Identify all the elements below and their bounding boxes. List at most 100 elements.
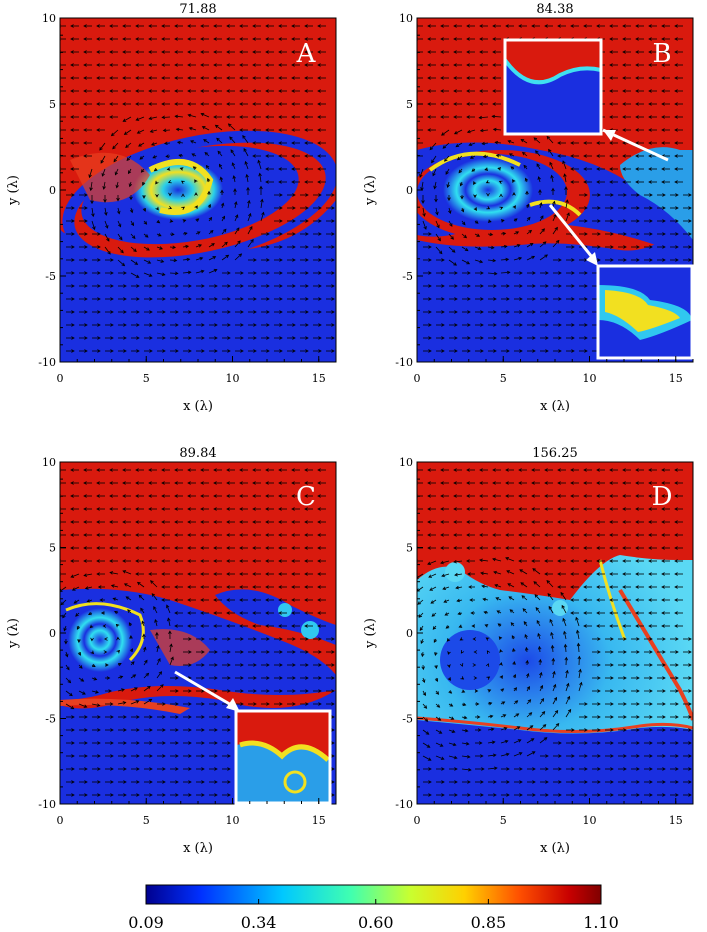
velocity-vector bbox=[562, 618, 567, 627]
velocity-vector-head bbox=[479, 494, 483, 498]
velocity-vector-head bbox=[427, 533, 431, 537]
velocity-vector-head bbox=[175, 702, 179, 706]
velocity-vector-head bbox=[514, 700, 519, 704]
velocity-vector-head bbox=[661, 115, 665, 119]
velocity-vector-head bbox=[505, 546, 509, 550]
velocity-vector-head bbox=[662, 689, 666, 693]
velocity-vector-head bbox=[261, 211, 265, 216]
velocity-vector-head bbox=[83, 50, 87, 54]
velocity-vector-head bbox=[213, 494, 217, 498]
velocity-vector-head bbox=[548, 605, 552, 610]
velocity-vector-head bbox=[584, 349, 588, 353]
velocity-vector-head bbox=[240, 271, 244, 275]
velocity-vector-head bbox=[99, 598, 104, 602]
velocity-vector-head bbox=[109, 494, 113, 498]
velocity-vector-head bbox=[431, 613, 436, 617]
velocity-vector-head bbox=[661, 572, 665, 576]
velocity-vector bbox=[435, 207, 438, 215]
velocity-vector bbox=[242, 135, 249, 144]
velocity-vector-head bbox=[491, 740, 496, 745]
velocity-vector-head bbox=[610, 715, 614, 719]
velocity-vector-head bbox=[83, 63, 87, 67]
velocity-vector-head bbox=[317, 598, 321, 602]
velocity-vector-head bbox=[536, 619, 540, 624]
velocity-vector bbox=[575, 617, 580, 627]
velocity-vector-head bbox=[520, 138, 525, 143]
velocity-vector-head bbox=[239, 533, 243, 537]
velocity-vector-head bbox=[253, 663, 257, 667]
velocity-vector-head bbox=[278, 167, 282, 171]
velocity-vector-head bbox=[466, 261, 471, 265]
velocity-vector-head bbox=[174, 271, 179, 276]
velocity-vector-head bbox=[258, 172, 262, 177]
velocity-vector-head bbox=[109, 481, 113, 485]
velocity-vector-head bbox=[109, 24, 113, 28]
velocity-vector-head bbox=[214, 689, 218, 693]
velocity-vector-head bbox=[545, 297, 549, 301]
velocity-vector-head bbox=[119, 675, 124, 679]
velocity-vector-head bbox=[279, 271, 283, 275]
velocity-vector-head bbox=[249, 225, 253, 230]
velocity-vector-head bbox=[486, 206, 491, 210]
velocity-vector bbox=[548, 149, 554, 157]
velocity-vector-head bbox=[240, 349, 244, 353]
velocity-vector-head bbox=[596, 585, 600, 589]
velocity-vector-head bbox=[174, 611, 178, 615]
velocity-vector-head bbox=[584, 793, 588, 797]
velocity-vector-head bbox=[162, 297, 166, 301]
velocity-vector bbox=[143, 259, 151, 264]
velocity-vector-head bbox=[234, 214, 239, 219]
velocity-vector-head bbox=[472, 637, 477, 641]
velocity-vector-head bbox=[148, 50, 152, 54]
velocity-vector-head bbox=[622, 494, 626, 498]
velocity-vector-head bbox=[304, 102, 308, 106]
velocity-vector-head bbox=[428, 793, 432, 797]
velocity-vector-head bbox=[205, 164, 210, 169]
velocity-vector bbox=[234, 253, 242, 261]
velocity-vector-head bbox=[279, 336, 283, 340]
velocity-vector-head bbox=[97, 271, 101, 275]
velocity-vector-head bbox=[538, 658, 543, 663]
velocity-vector-head bbox=[487, 219, 492, 223]
velocity-vector-head bbox=[278, 37, 282, 41]
velocity-vector-head bbox=[148, 559, 152, 563]
y-tick-label: 0 bbox=[49, 184, 56, 197]
velocity-vector-head bbox=[317, 507, 321, 511]
velocity-vector-head bbox=[97, 754, 101, 758]
velocity-vector-head bbox=[84, 219, 88, 223]
velocity-vector-head bbox=[519, 780, 523, 784]
velocity-vector-head bbox=[623, 754, 627, 758]
velocity-vector-head bbox=[278, 76, 282, 80]
velocity-vector-head bbox=[279, 310, 283, 314]
velocity-vector-head bbox=[227, 741, 231, 745]
velocity-vector-head bbox=[214, 715, 218, 719]
velocity-vector-head bbox=[597, 193, 601, 197]
velocity-vector-head bbox=[545, 284, 549, 288]
velocity-vector bbox=[65, 677, 71, 683]
velocity-vector-head bbox=[549, 618, 553, 623]
velocity-vector bbox=[441, 129, 450, 136]
velocity-vector bbox=[536, 620, 541, 627]
velocity-vector bbox=[551, 175, 554, 183]
velocity-vector-head bbox=[505, 533, 509, 537]
velocity-vector-head bbox=[554, 709, 559, 714]
velocity-vector-head bbox=[188, 297, 192, 301]
velocity-vector-head bbox=[200, 50, 204, 54]
velocity-vector-head bbox=[331, 310, 335, 314]
velocity-vector-head bbox=[122, 63, 126, 67]
velocity-vector-head bbox=[557, 24, 561, 28]
velocity-vector bbox=[117, 702, 126, 705]
velocity-vector-head bbox=[201, 663, 205, 667]
velocity-vector-head bbox=[524, 646, 529, 651]
velocity-vector bbox=[538, 176, 541, 183]
velocity-vector-head bbox=[518, 520, 522, 524]
velocity-vector-head bbox=[233, 188, 237, 192]
velocity-vector bbox=[561, 605, 567, 614]
velocity-vector-head bbox=[188, 663, 192, 667]
velocity-vector-head bbox=[662, 663, 666, 667]
velocity-vector-head bbox=[419, 174, 423, 178]
velocity-vector-head bbox=[253, 349, 257, 353]
velocity-vector-head bbox=[265, 115, 269, 119]
velocity-vector-head bbox=[636, 206, 640, 210]
velocity-vector-head bbox=[636, 219, 640, 223]
